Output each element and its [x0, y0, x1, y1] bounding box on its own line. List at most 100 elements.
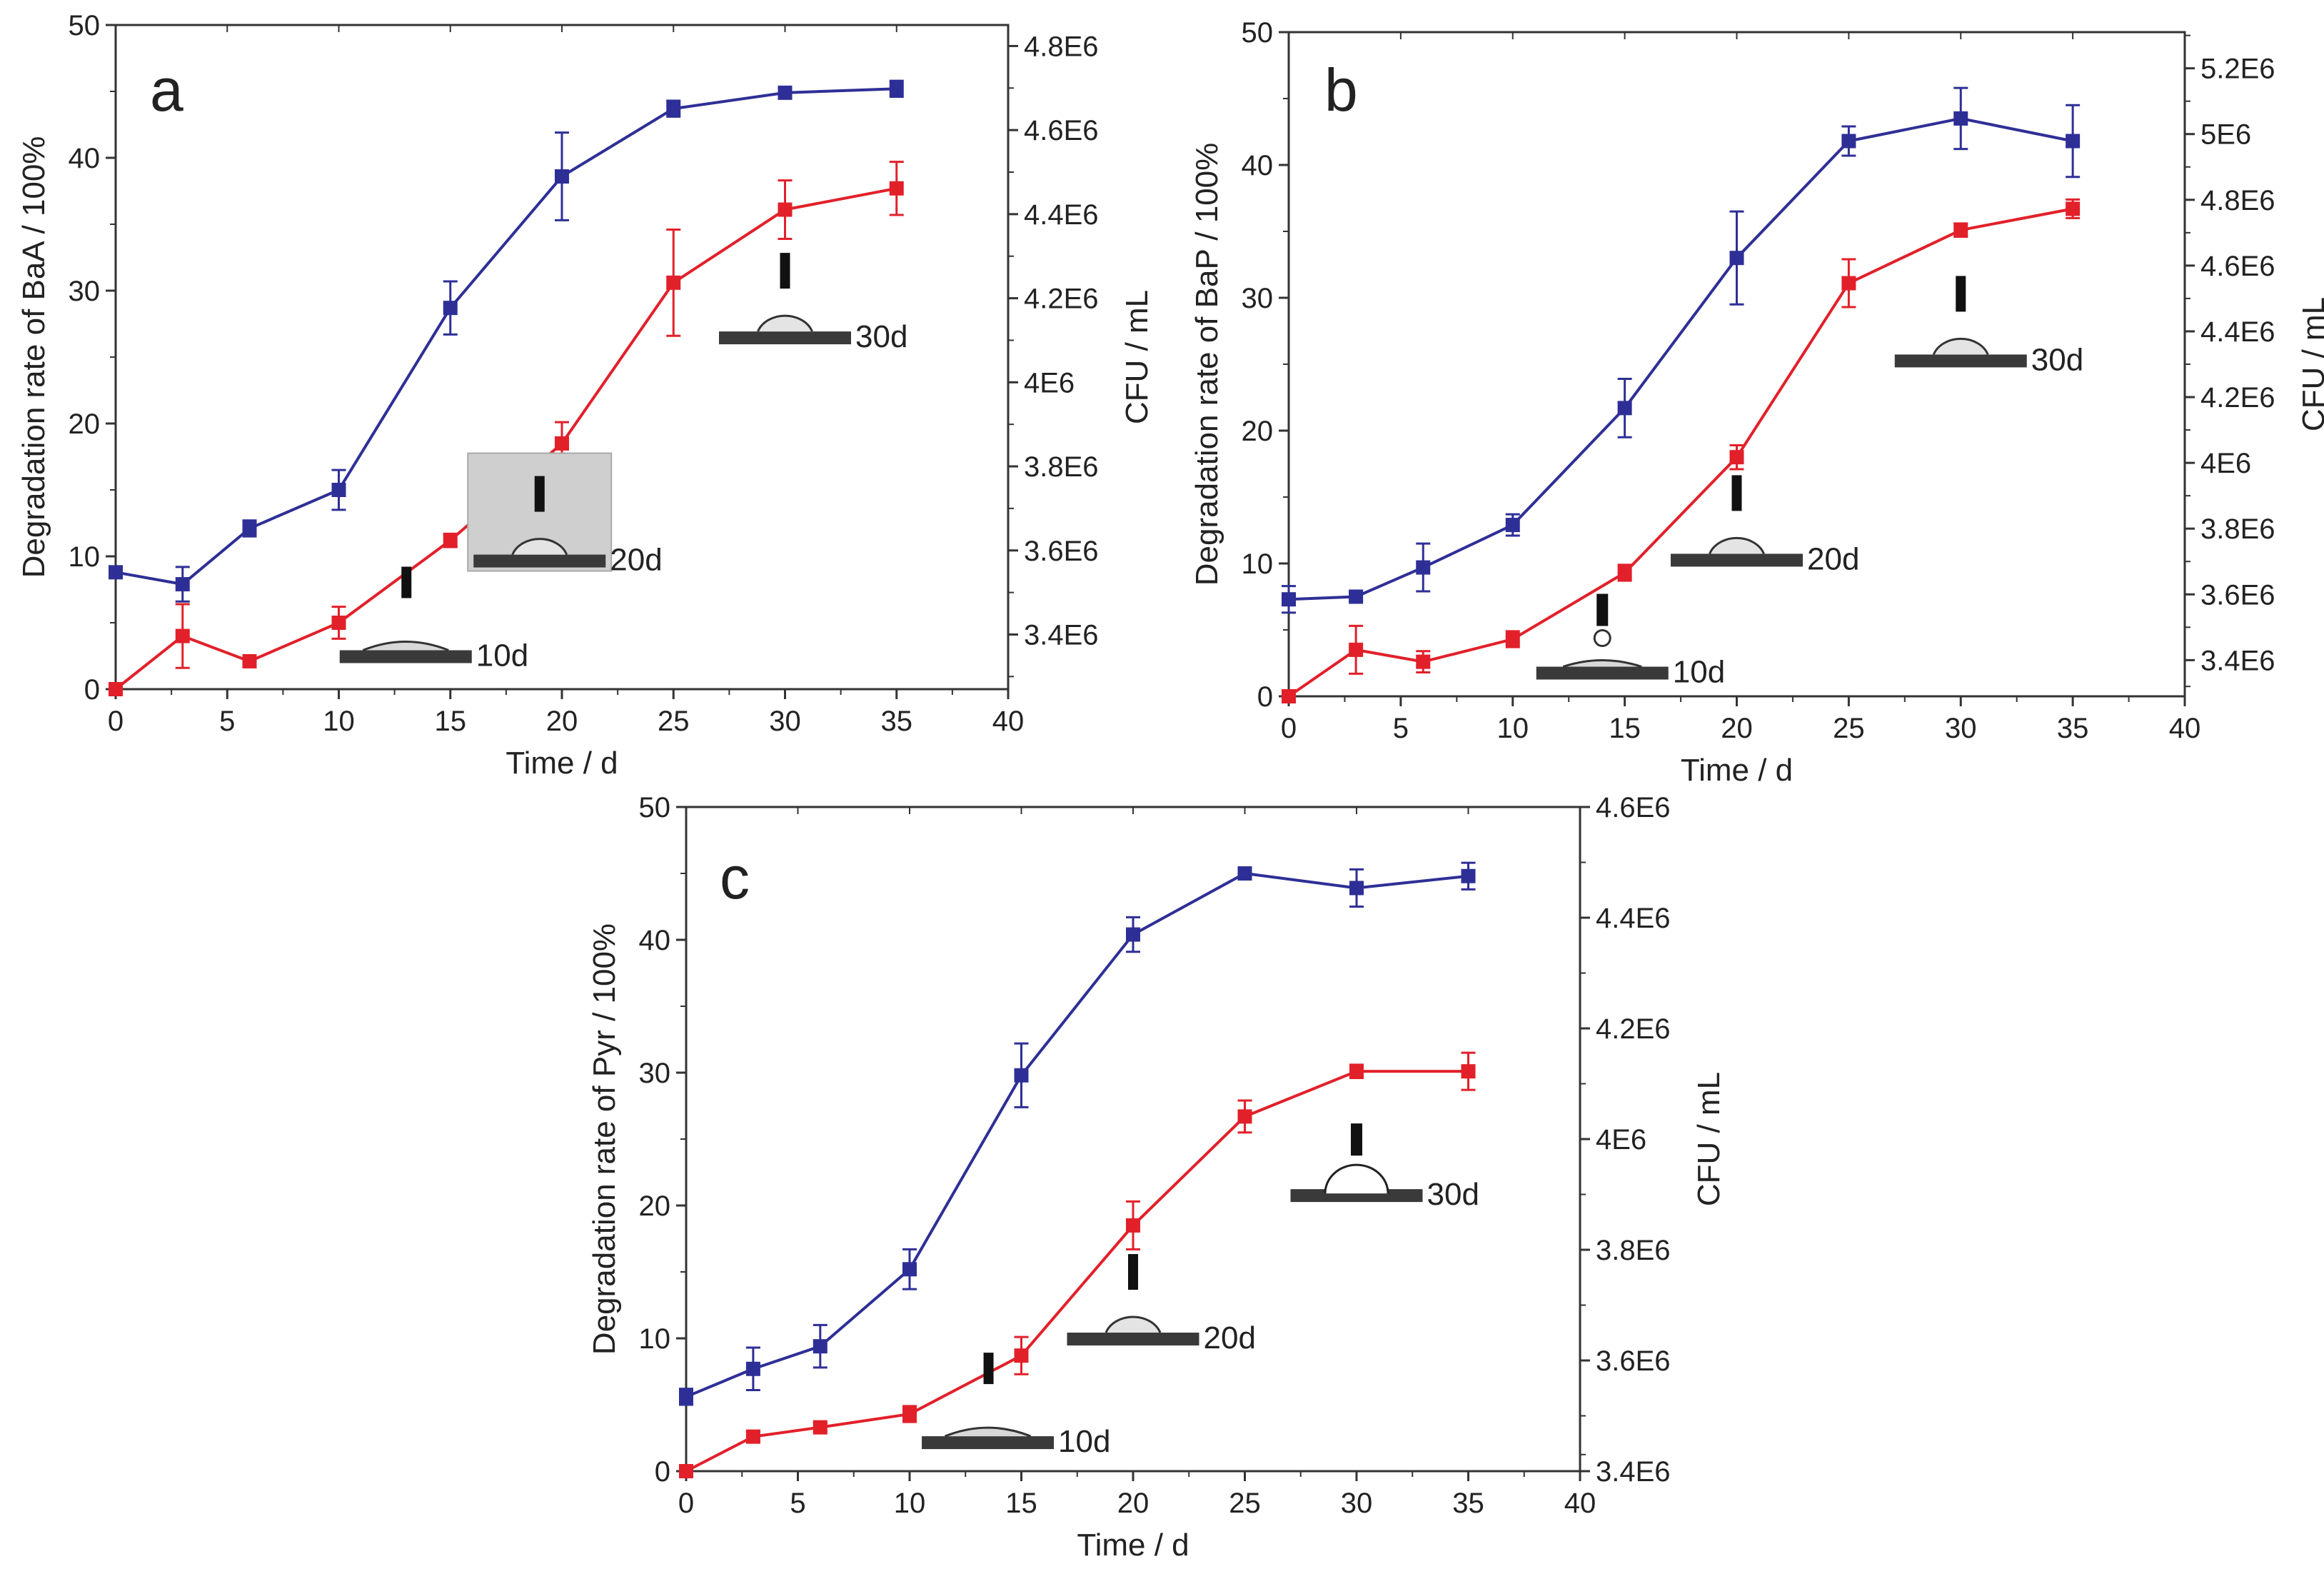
inset-droplet [362, 641, 449, 651]
data-point-red [1505, 632, 1520, 647]
x-tick-label: 5 [1393, 713, 1409, 744]
data-point-red [443, 533, 458, 548]
chart-panel-a: a 0 5 10 15 20 25 30 35 40 0 10 20 30 40 50 3.4E6 3.6E6 3… [16, 10, 1155, 781]
y-tick-label: 40 [1242, 150, 1274, 181]
data-point-blue [1014, 1068, 1029, 1083]
data-point-red [1461, 1064, 1476, 1079]
data-point-blue [1729, 251, 1744, 266]
x-tick-label: 20 [1721, 713, 1753, 744]
data-point-red [778, 202, 793, 217]
inset-substrate [1536, 666, 1669, 680]
x-tick-label: 10 [323, 706, 355, 737]
data-point-red [1282, 689, 1296, 703]
data-point-blue [1617, 401, 1632, 416]
data-point-blue [1461, 868, 1476, 883]
x-tick-label: 30 [769, 706, 801, 737]
inset-falling-drop [1593, 629, 1611, 648]
data-point-red [666, 275, 681, 290]
x-tick-label: 40 [2169, 713, 2201, 744]
data-point-red [813, 1420, 828, 1435]
y2-tick-label: 4E6 [2200, 448, 2251, 479]
inset-droplet [1105, 1315, 1162, 1333]
data-point-blue [679, 1389, 693, 1404]
y2-tick-label: 4.6E6 [1024, 115, 1099, 146]
data-point-blue [666, 101, 681, 116]
y-tick-label: 20 [69, 408, 101, 440]
inset-needle [1351, 1123, 1362, 1156]
y2-tick-label: 3.6E6 [2200, 579, 2275, 611]
data-point-red [2066, 201, 2081, 216]
inset-droplet [1562, 659, 1642, 668]
data-point-red [242, 653, 257, 668]
data-point-blue [331, 483, 346, 497]
y2-tick-label: 3.8E6 [1024, 451, 1099, 483]
y-tick-label: 40 [69, 143, 101, 174]
data-point-red [1617, 566, 1632, 581]
y-tick-label: 50 [69, 10, 101, 41]
inset-label: 30d [1427, 1177, 1479, 1212]
inset-label: 10d [1058, 1424, 1110, 1459]
x-tick-label: 25 [1833, 713, 1865, 744]
inset-needle [1128, 1254, 1138, 1290]
y-tick-label: 0 [1257, 681, 1273, 713]
inset-label: 20d [1807, 541, 1859, 576]
data-point-blue [1126, 927, 1140, 942]
x-axis-title: Time / d [1681, 753, 1793, 788]
inset-needle [780, 253, 790, 289]
chart-panel-c: c 0 5 10 15 20 25 30 35 40 0 10 20 30 40 50 3.4E6 3.6E6 3… [587, 792, 1726, 1563]
y-tick-label: 20 [1242, 416, 1274, 447]
y2-tick-label: 3.4E6 [2200, 645, 2275, 676]
data-point-red [109, 682, 123, 696]
x-tick-label: 15 [1005, 1488, 1037, 1519]
y-tick-label: 30 [639, 1058, 671, 1089]
y2-tick-label: 4.2E6 [1596, 1013, 1671, 1045]
data-point-red [1729, 450, 1744, 465]
data-point-blue [1349, 589, 1364, 604]
data-point-blue [1237, 866, 1252, 881]
x-tick-label: 20 [546, 706, 578, 737]
data-point-red [745, 1429, 760, 1444]
data-point-red [1349, 642, 1364, 657]
y2-tick-label: 3.6E6 [1024, 536, 1099, 567]
chart-panel-b: b 0 5 10 15 20 25 30 35 40 0 10 20 30 40 50 3.4E6 3.6E6 3… [1189, 17, 2324, 788]
y2-tick-label: 4.8E6 [1024, 31, 1099, 62]
y-tick-label: 30 [1242, 283, 1274, 314]
data-point-blue [555, 169, 569, 184]
y-tick-label: 0 [84, 674, 100, 706]
inset-needle [534, 476, 545, 512]
inset-droplet [757, 314, 813, 332]
y-tick-label: 10 [639, 1323, 671, 1355]
x-tick-label: 10 [1497, 713, 1529, 744]
y2-tick-label: 4.2E6 [1024, 284, 1099, 315]
x-tick-label: 0 [1281, 713, 1297, 744]
y2-tick-label: 5E6 [2200, 119, 2251, 151]
data-point-red [1014, 1348, 1029, 1363]
y2-tick-label: 4.4E6 [1024, 199, 1099, 231]
data-point-red [1841, 276, 1856, 291]
y2-axis-title: CFU / mL [2296, 297, 2324, 431]
data-point-blue [902, 1262, 917, 1277]
inset-substrate [1067, 1333, 1199, 1345]
inset-substrate [719, 331, 851, 345]
x-tick-label: 35 [881, 706, 913, 737]
inset-substrate [339, 650, 472, 663]
data-point-blue [242, 521, 257, 536]
x-tick-label: 35 [1452, 1488, 1484, 1519]
y-tick-label: 40 [639, 925, 671, 956]
y2-axis-title: CFU / mL [1691, 1072, 1726, 1206]
y-axis-title: Degradation rate of BaA / 100% [16, 136, 51, 578]
x-tick-label: 30 [1945, 713, 1977, 744]
data-point-red [175, 628, 190, 643]
y-tick-label: 30 [69, 276, 101, 307]
y2-tick-label: 3.8E6 [2200, 513, 2275, 545]
x-tick-label: 0 [108, 706, 124, 737]
y-axis-title: Degradation rate of BaP / 100% [1189, 143, 1224, 586]
y2-tick-label: 4.4E6 [1596, 903, 1671, 934]
data-point-blue [745, 1361, 760, 1376]
data-point-red [679, 1464, 693, 1478]
data-point-blue [1953, 111, 1968, 126]
data-point-red [889, 181, 904, 196]
data-point-blue [778, 85, 793, 100]
x-tick-label: 15 [1609, 713, 1641, 744]
